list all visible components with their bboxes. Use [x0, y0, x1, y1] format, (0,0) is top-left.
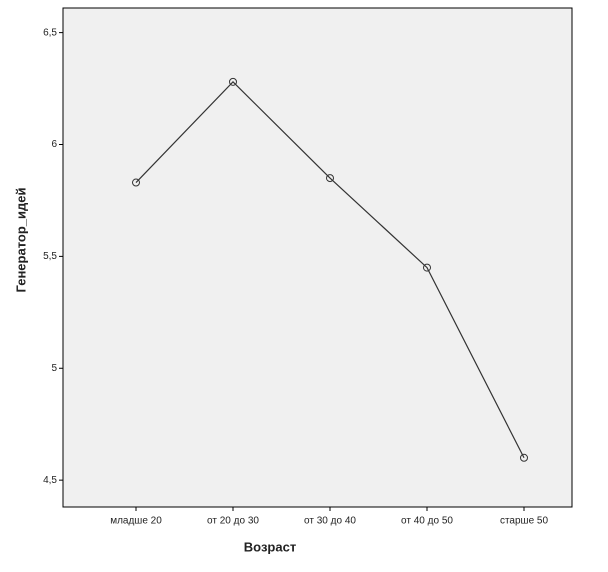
data-line	[135, 80, 525, 459]
x-tick-label: от 30 до 40	[304, 516, 356, 527]
y-tick-label: 5	[51, 363, 57, 374]
data-point	[229, 77, 237, 86]
plot-area	[62, 7, 573, 508]
y-tick-label: 6	[51, 139, 57, 150]
x-tick-label: младше 20	[110, 516, 162, 527]
y-tick-label: 6,5	[43, 27, 57, 38]
data-point	[520, 453, 528, 462]
y-axis-title: Генератор_идей	[13, 188, 28, 293]
x-axis-title: Возраст	[244, 539, 296, 554]
x-tick-label: от 20 до 30	[207, 516, 259, 527]
x-tick-label: от 40 до 50	[401, 516, 453, 527]
y-tick-label: 5,5	[43, 251, 57, 262]
data-point	[132, 178, 140, 187]
data-point	[423, 263, 431, 272]
x-tick-label: старше 50	[500, 516, 549, 527]
y-tick-label: 4,5	[43, 475, 57, 486]
data-point	[326, 174, 334, 183]
